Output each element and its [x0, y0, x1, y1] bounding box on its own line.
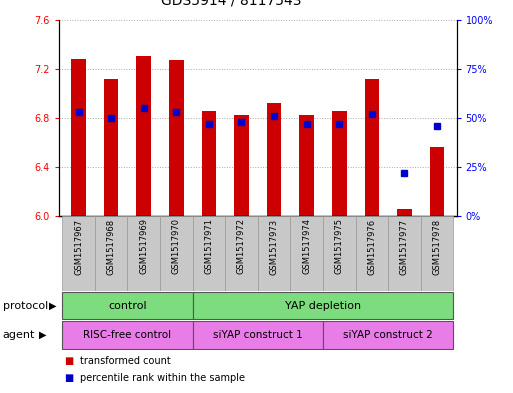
Bar [421, 216, 453, 291]
Bar [95, 216, 127, 291]
Text: siYAP construct 2: siYAP construct 2 [343, 330, 433, 340]
Text: transformed count: transformed count [80, 356, 170, 366]
Text: YAP depletion: YAP depletion [285, 301, 361, 310]
Text: ▶: ▶ [38, 330, 46, 340]
Bar [323, 216, 356, 291]
Bar [430, 147, 444, 216]
Bar [104, 79, 119, 216]
Bar [62, 216, 95, 291]
Bar [192, 321, 323, 349]
Text: protocol: protocol [3, 301, 48, 310]
Text: GSM1517976: GSM1517976 [367, 219, 377, 275]
Text: control: control [108, 301, 147, 310]
Text: siYAP construct 1: siYAP construct 1 [213, 330, 303, 340]
Text: GSM1517970: GSM1517970 [172, 219, 181, 274]
Bar [127, 216, 160, 291]
Text: GSM1517967: GSM1517967 [74, 219, 83, 275]
Bar [258, 216, 290, 291]
Bar [356, 216, 388, 291]
Bar [202, 110, 216, 216]
Text: ▶: ▶ [49, 301, 56, 310]
Text: RISC-free control: RISC-free control [84, 330, 171, 340]
Bar [290, 216, 323, 291]
Text: GSM1517972: GSM1517972 [237, 219, 246, 274]
Bar [397, 209, 412, 216]
Text: ■: ■ [64, 373, 73, 383]
Bar [299, 116, 314, 216]
Bar [71, 59, 86, 216]
Text: GSM1517971: GSM1517971 [204, 219, 213, 274]
Text: GSM1517969: GSM1517969 [139, 219, 148, 274]
Text: agent: agent [3, 330, 35, 340]
Text: GSM1517974: GSM1517974 [302, 219, 311, 274]
Bar [225, 216, 258, 291]
Text: GSM1517968: GSM1517968 [107, 219, 115, 275]
Text: percentile rank within the sample: percentile rank within the sample [80, 373, 245, 383]
Bar [234, 116, 249, 216]
Text: GSM1517977: GSM1517977 [400, 219, 409, 275]
Bar [136, 57, 151, 216]
Text: GSM1517975: GSM1517975 [335, 219, 344, 274]
Bar [192, 292, 453, 319]
Bar [160, 216, 192, 291]
Bar [62, 321, 192, 349]
Bar [332, 110, 347, 216]
Bar [62, 292, 192, 319]
Bar [169, 60, 184, 216]
Bar [267, 103, 282, 216]
Bar [365, 79, 379, 216]
Text: GSM1517973: GSM1517973 [269, 219, 279, 275]
Bar [192, 216, 225, 291]
Text: GDS5914 / 8117543: GDS5914 / 8117543 [161, 0, 301, 8]
Bar [388, 216, 421, 291]
Text: ■: ■ [64, 356, 73, 366]
Bar [323, 321, 453, 349]
Text: GSM1517978: GSM1517978 [432, 219, 442, 275]
